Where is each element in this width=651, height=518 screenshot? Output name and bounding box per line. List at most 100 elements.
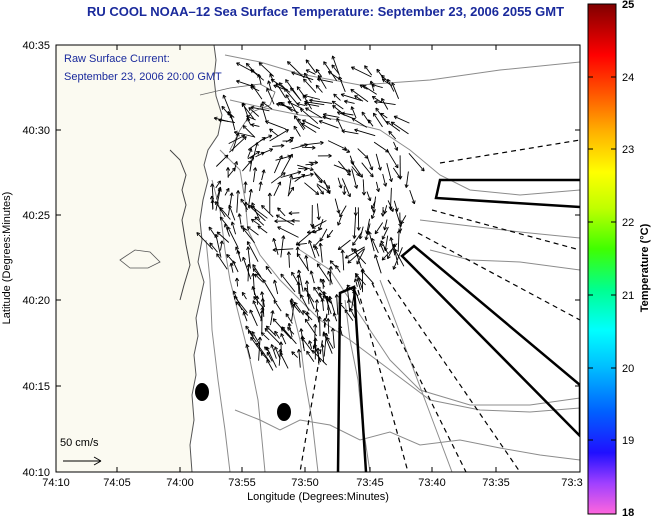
- x-tick-label: 74:05: [103, 477, 131, 489]
- current-vector-arrow: [317, 153, 332, 158]
- current-vector-arrow: [254, 216, 265, 226]
- current-vector-arrow: [344, 309, 354, 321]
- current-vector-arrow: [320, 344, 325, 363]
- current-vector-arrow: [216, 231, 230, 243]
- current-vector-arrow: [356, 207, 361, 231]
- current-vector-arrow: [369, 80, 375, 92]
- current-vector-arrow: [387, 200, 394, 212]
- current-vector-arrow: [265, 265, 272, 275]
- current-vector-arrow: [391, 82, 400, 99]
- current-vector-arrow: [322, 295, 332, 304]
- current-vector-arrow: [299, 328, 305, 352]
- current-vector-arrow: [257, 73, 262, 85]
- current-vector-arrow: [237, 213, 242, 225]
- current-vector-arrow: [246, 263, 251, 282]
- current-vector-arrow: [302, 310, 313, 321]
- current-vector-arrow: [371, 83, 383, 89]
- x-tick-label: 73:35: [482, 477, 510, 489]
- current-vector-arrow: [254, 273, 263, 283]
- current-vector-arrow: [280, 235, 286, 258]
- current-vector-arrow: [288, 211, 300, 216]
- current-vector-arrow: [304, 102, 320, 107]
- current-vector-arrow: [287, 174, 294, 196]
- current-vector-arrow: [375, 181, 381, 192]
- current-vector-arrow: [326, 318, 331, 334]
- current-vector-arrow: [257, 225, 268, 234]
- current-vector-arrow: [306, 350, 315, 363]
- current-vector-arrow: [272, 143, 285, 148]
- current-vector-arrow: [233, 295, 248, 313]
- current-vector-arrow: [280, 327, 292, 340]
- current-vector-arrow: [245, 343, 251, 360]
- current-vector-arrow: [296, 242, 307, 247]
- current-vector-arrow: [326, 229, 334, 239]
- current-vector-arrow: [296, 253, 310, 272]
- x-tick-label: 73:3: [561, 477, 582, 489]
- current-vector-arrow: [314, 173, 323, 184]
- current-vector-arrow: [366, 191, 372, 202]
- current-vector-arrow: [370, 200, 376, 210]
- current-vector-arrow: [323, 179, 331, 195]
- current-vector-arrow: [227, 192, 234, 216]
- current-vector-arrow: [327, 140, 348, 151]
- colorbar-tick-label: 22: [622, 217, 634, 229]
- current-vector-arrow: [308, 239, 316, 259]
- current-vector-arrow: [331, 64, 340, 74]
- current-vector-arrow: [321, 278, 326, 289]
- current-vector-arrow: [350, 160, 363, 178]
- current-vector-arrow: [247, 329, 257, 343]
- current-vector-arrow: [328, 296, 336, 315]
- current-vector-arrow: [216, 253, 228, 270]
- current-vector-arrow: [315, 68, 323, 77]
- current-vector-arrow: [312, 345, 319, 354]
- current-vector-arrow: [364, 65, 373, 76]
- current-vector-arrow: [214, 233, 222, 258]
- current-vector-arrow: [277, 226, 299, 238]
- current-vector-arrow: [336, 117, 344, 132]
- current-vector-arrow: [357, 148, 369, 159]
- current-vector-arrow: [332, 104, 346, 116]
- current-vector-arrow: [335, 265, 341, 273]
- colorbar-tick-label: 21: [622, 290, 634, 302]
- buoy-marker-2: [277, 403, 291, 421]
- current-vector-arrow: [242, 160, 252, 172]
- x-tick-label: 73:55: [228, 477, 256, 489]
- current-vector-arrow: [312, 228, 323, 234]
- current-vector-arrow: [322, 112, 340, 118]
- current-vector-arrow: [350, 88, 369, 103]
- current-vector-arrow: [370, 210, 376, 219]
- current-vector-arrow: [270, 78, 291, 93]
- current-vector-arrow: [294, 173, 306, 182]
- y-tick-label: 40:20: [22, 295, 50, 307]
- current-vector-arrow: [253, 296, 265, 309]
- current-vector-arrow: [323, 332, 329, 357]
- current-vector-arrow: [293, 115, 305, 131]
- current-vector-arrow: [360, 268, 365, 293]
- current-vector-arrow: [280, 102, 293, 112]
- current-vector-arrow: [374, 99, 396, 106]
- current-vector-arrow: [296, 274, 301, 297]
- current-vector-arrow: [258, 62, 275, 77]
- current-vector-arrow: [270, 344, 277, 359]
- current-vector-arrow: [247, 188, 253, 209]
- current-vector-arrow: [230, 221, 237, 235]
- current-vector-arrow: [233, 130, 255, 138]
- current-vector-arrow: [338, 324, 343, 337]
- current-vector-arrow: [252, 300, 263, 322]
- x-tick-label: 74:00: [166, 477, 194, 489]
- current-vector-arrow: [291, 172, 314, 180]
- current-vector-arrow: [318, 119, 339, 129]
- current-vector-arrow: [337, 177, 343, 189]
- current-vector-arrow: [318, 292, 324, 303]
- current-vector-arrow: [280, 170, 302, 178]
- current-vector-arrow: [309, 270, 315, 284]
- current-vector-arrow: [245, 62, 259, 77]
- current-vector-arrow: [260, 332, 270, 341]
- x-axis-title: Longitude (Degrees:Minutes): [247, 491, 389, 503]
- current-vector-arrow: [342, 185, 347, 195]
- colorbar: [587, 3, 617, 515]
- current-vector-arrow: [354, 128, 376, 137]
- current-vector-arrow: [306, 292, 315, 310]
- colorbar-tick-label: 25: [622, 0, 634, 11]
- current-vector-arrow: [266, 359, 274, 371]
